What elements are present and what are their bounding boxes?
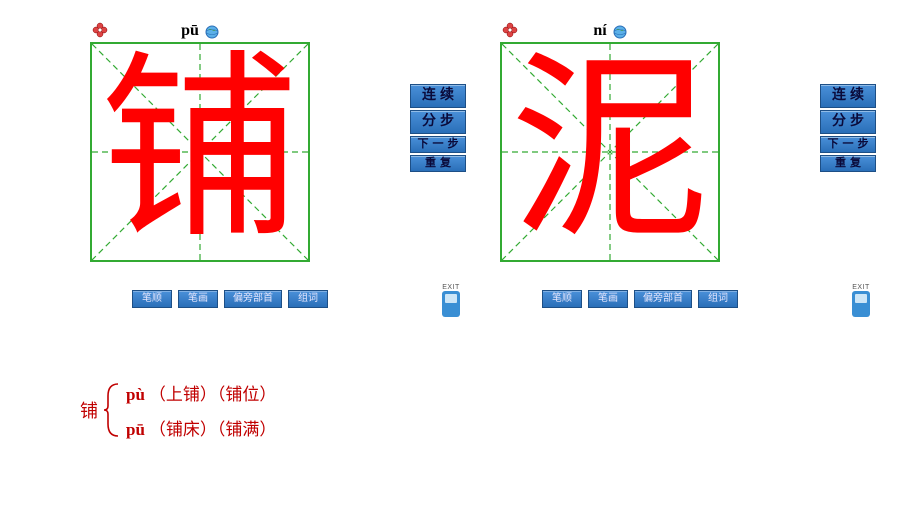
polyphone-block: 铺 pù（上铺）（铺位） pū（铺床）（铺满） [80,380,276,440]
flower-icon [92,22,108,38]
globe-icon[interactable] [205,25,219,39]
phone-icon [852,291,870,317]
polyphone-char: 铺 [80,397,98,423]
character-card-1: pū 铺 连续 分步 下一步 重复 笔顺 笔画 偏旁部首 组词 EXIT [90,20,310,262]
exit-label: EXIT [440,284,462,291]
stroke-order-button[interactable]: 笔顺 [132,290,172,308]
stroke-grid: 泥 [500,42,720,262]
polyphone-pinyin: pū [126,420,145,439]
continuous-button[interactable]: 连续 [410,84,466,108]
polyphone-pinyin: pù [126,385,145,404]
next-step-button[interactable]: 下一步 [410,136,466,153]
exit-label: EXIT [850,284,872,291]
card-header: ní [500,20,720,42]
hanzi-glyph: 铺 [92,44,308,260]
radical-button[interactable]: 偏旁部首 [634,290,692,308]
radical-button[interactable]: 偏旁部首 [224,290,282,308]
pinyin-label: ní [593,22,606,40]
word-group-button[interactable]: 组词 [698,290,738,308]
polyphone-reading-2: pū（铺床）（铺满） [126,415,276,440]
word-group-button[interactable]: 组词 [288,290,328,308]
stroke-grid: 铺 [90,42,310,262]
side-button-group: 连续 分步 下一步 重复 [410,84,466,172]
polyphone-words: （上铺）（铺位） [149,385,277,404]
flower-icon [502,22,518,38]
stroke-count-button[interactable]: 笔画 [178,290,218,308]
phone-icon [442,291,460,317]
repeat-button[interactable]: 重复 [820,155,876,172]
bracket-icon [104,382,122,438]
next-step-button[interactable]: 下一步 [820,136,876,153]
polyphone-reading-1: pù（上铺）（铺位） [126,380,276,405]
exit-block[interactable]: EXIT [850,284,872,317]
side-button-group: 连续 分步 下一步 重复 [820,84,876,172]
continuous-button[interactable]: 连续 [820,84,876,108]
step-button[interactable]: 分步 [820,110,876,134]
repeat-button[interactable]: 重复 [410,155,466,172]
character-card-2: ní 泥 连续 分步 下一步 重复 笔顺 笔画 偏旁部首 组词 EXIT [500,20,720,262]
polyphone-words: （铺床）（铺满） [149,420,277,439]
pinyin-label: pū [181,22,199,40]
polyphone-readings: pù（上铺）（铺位） pū（铺床）（铺满） [126,380,276,440]
bottom-button-row: 笔顺 笔画 偏旁部首 组词 [132,290,328,308]
globe-icon[interactable] [613,25,627,39]
step-button[interactable]: 分步 [410,110,466,134]
exit-block[interactable]: EXIT [440,284,462,317]
stroke-count-button[interactable]: 笔画 [588,290,628,308]
stroke-order-button[interactable]: 笔顺 [542,290,582,308]
card-header: pū [90,20,310,42]
bottom-button-row: 笔顺 笔画 偏旁部首 组词 [542,290,738,308]
hanzi-glyph: 泥 [502,44,718,260]
